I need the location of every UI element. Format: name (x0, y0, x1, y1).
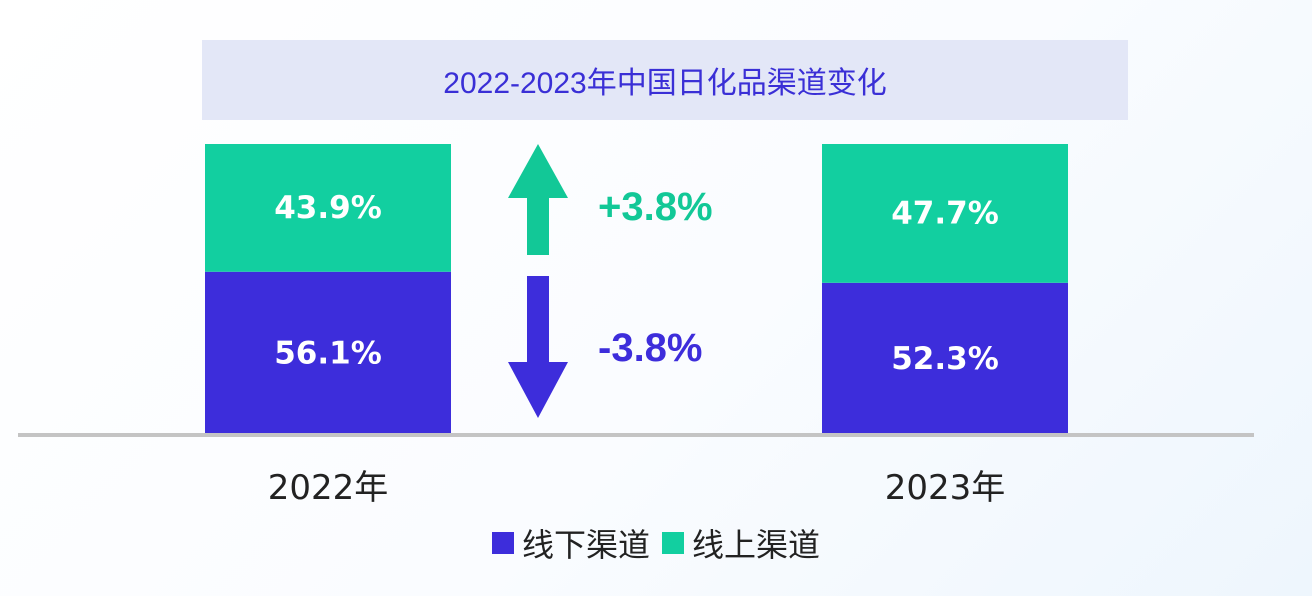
chart-title: 2022-2023年中国日化品渠道变化 (443, 67, 887, 100)
category-label-2: 2023年 (885, 468, 1006, 508)
bar-label-online-2: 47.7% (891, 195, 999, 231)
bar-label-offline-1: 56.1% (274, 335, 382, 371)
legend-item-offline: 线下渠道 (491, 520, 650, 566)
bar-online-2 (822, 144, 1068, 283)
bar-label-offline-2: 52.3% (891, 341, 999, 377)
bar-label-online-1: 43.9% (274, 190, 382, 226)
bars-layer (205, 144, 1068, 435)
legend: 线下渠道 线上渠道 (0, 518, 1312, 568)
arrow-up-icon (508, 144, 568, 255)
arrow-down-icon (508, 276, 568, 418)
labels-layer: 56.1% 43.9% 2022年 52.3% 47.7% 2023年 +3.8% -3.8% (268, 185, 1006, 508)
chart-title-box: 2022-2023年中国日化品渠道变化 (202, 40, 1128, 120)
bar-offline-2 (822, 282, 1068, 435)
change-label-offline: -3.8% (598, 326, 703, 370)
legend-label-offline: 线下渠道 (521, 526, 650, 564)
legend-item-online: 线上渠道 (662, 520, 820, 566)
bar-offline-1 (205, 271, 451, 435)
legend-swatch-offline (491, 532, 514, 554)
change-label-online: +3.8% (598, 185, 713, 229)
legend-swatch-online (662, 532, 684, 554)
bar-online-1 (205, 144, 451, 272)
category-label-1: 2022年 (268, 468, 389, 508)
change-arrows (508, 144, 568, 418)
legend-label-online: 线上渠道 (692, 526, 821, 564)
